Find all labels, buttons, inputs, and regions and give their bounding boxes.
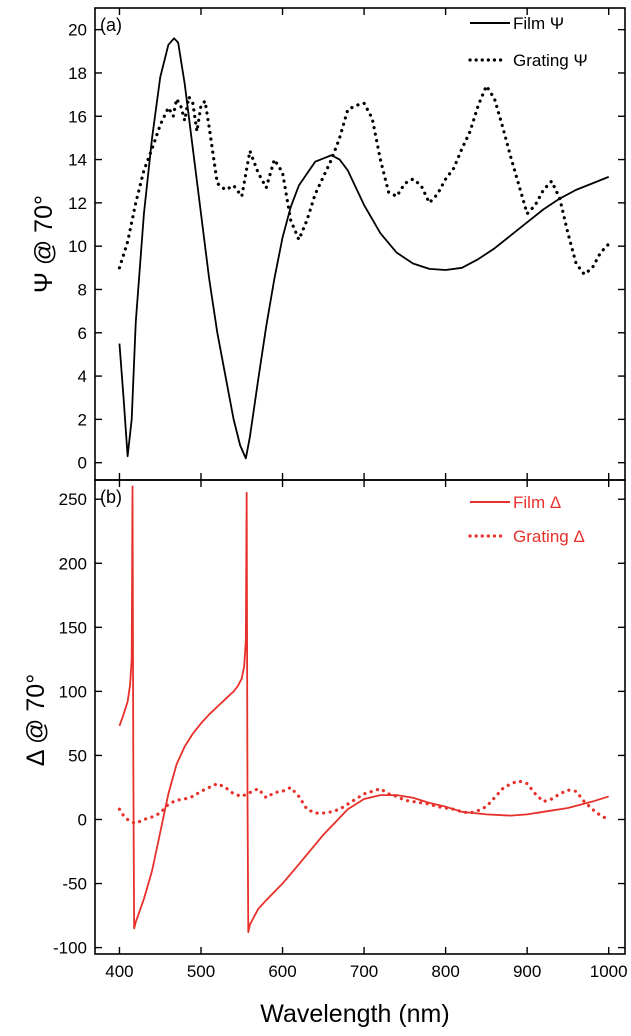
series-grating-psi <box>117 84 611 276</box>
y-tick-label-psi: 0 <box>78 454 87 473</box>
x-tick-label: 900 <box>513 962 541 981</box>
y-tick-label-delta: 50 <box>68 746 87 765</box>
series-film-psi <box>118 37 610 460</box>
y-tick-label-delta: 100 <box>59 682 87 701</box>
series-delta <box>117 485 611 934</box>
y-tick-label-psi: 16 <box>68 107 87 126</box>
y-tick-label-psi: 8 <box>78 280 87 299</box>
y-tick-label-delta: 250 <box>59 490 87 509</box>
legend-label-film-delta: Film Δ <box>513 493 561 512</box>
y-tick-label-delta: 150 <box>59 618 87 637</box>
y-tick-label-psi: 18 <box>68 64 87 83</box>
legend-label-grating-psi: Grating Ψ <box>513 51 588 70</box>
y-tick-label-delta: 200 <box>59 554 87 573</box>
y-tick-label-delta: -50 <box>62 875 87 894</box>
panel-psi: (a) Ψ @ 70° 0 2 4 6 8 10 12 14 16 18 20 Film Ψ Gra… <box>30 7 626 481</box>
panel-label-a: (a) <box>100 15 122 35</box>
y-tick-label-psi: 6 <box>78 324 87 343</box>
y-tick-label-psi: 20 <box>68 21 87 40</box>
y-tick-label-psi: 14 <box>68 151 87 170</box>
legend-label-film-psi: Film Ψ <box>513 14 564 33</box>
x-tick-label: 600 <box>268 962 296 981</box>
y-tick-label-psi: 12 <box>68 194 87 213</box>
x-tick-label: 500 <box>187 962 215 981</box>
x-tick-label: 1000 <box>590 962 628 981</box>
legend-label-grating-delta: Grating Δ <box>513 527 585 546</box>
series-psi <box>117 37 611 460</box>
y-tick-label-delta: 0 <box>78 810 87 829</box>
plot-frame-delta <box>94 479 626 955</box>
y-tick-label-psi: 4 <box>78 367 87 386</box>
ticks-psi: 0 2 4 6 8 10 12 14 16 18 20 <box>68 8 625 480</box>
legend-psi: Film Ψ Grating Ψ <box>468 14 588 70</box>
y-tick-label-delta: -100 <box>53 939 87 958</box>
panel-label-b: (b) <box>100 487 122 507</box>
y-axis-title-psi: Ψ @ 70° <box>30 195 58 293</box>
x-axis-title: Wavelength (nm) <box>260 1000 449 1028</box>
x-tick-label: 400 <box>105 962 133 981</box>
series-film-delta <box>118 485 609 934</box>
x-tick-label: 700 <box>350 962 378 981</box>
legend-delta: Film Δ Grating Δ <box>468 493 585 546</box>
y-axis-title-delta: Δ @ 70° <box>22 674 50 766</box>
ticks-delta: -100 -50 0 50 100 150 200 250 400 500 600 700 800 900… <box>53 480 628 981</box>
plot-frame-psi <box>94 7 626 481</box>
y-tick-label-psi: 10 <box>68 237 87 256</box>
series-grating-delta <box>117 779 611 825</box>
x-tick-label: 800 <box>431 962 459 981</box>
y-tick-label-psi: 2 <box>78 410 87 429</box>
panel-delta: (b) Δ @ 70° Wavelength (nm) -100 -50 0 50 10… <box>22 479 628 1028</box>
